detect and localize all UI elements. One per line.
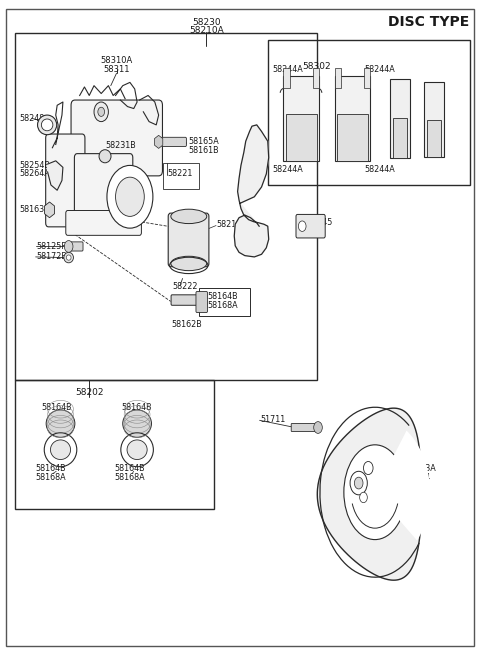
Text: 58210A: 58210A	[189, 26, 224, 35]
Circle shape	[98, 107, 105, 117]
Ellipse shape	[46, 410, 75, 438]
Bar	[15, 33, 317, 380]
FancyBboxPatch shape	[291, 424, 317, 432]
Text: 58248: 58248	[19, 114, 44, 123]
Text: 58222: 58222	[172, 282, 198, 291]
FancyBboxPatch shape	[296, 214, 325, 238]
Text: 58168A: 58168A	[115, 474, 145, 482]
Text: 58168A: 58168A	[207, 301, 238, 310]
FancyBboxPatch shape	[161, 138, 186, 147]
Text: 58311: 58311	[103, 65, 130, 74]
FancyBboxPatch shape	[46, 134, 85, 227]
Bar	[268, 40, 470, 185]
Ellipse shape	[37, 115, 57, 135]
Bar	[364, 68, 371, 88]
Text: DISC TYPE: DISC TYPE	[388, 15, 470, 29]
Text: 58254B: 58254B	[19, 161, 50, 170]
Ellipse shape	[99, 150, 111, 163]
FancyBboxPatch shape	[171, 295, 202, 305]
Bar	[283, 68, 290, 88]
Circle shape	[350, 472, 367, 495]
Text: 58310A: 58310A	[100, 56, 132, 66]
Text: 58243A: 58243A	[405, 464, 436, 472]
Bar	[15, 380, 214, 509]
Bar	[390, 79, 410, 158]
Text: 58172B: 58172B	[36, 252, 68, 261]
Polygon shape	[48, 161, 63, 190]
Text: 58168A: 58168A	[35, 474, 66, 482]
Bar	[335, 76, 371, 161]
Text: 58302: 58302	[302, 62, 331, 71]
Text: 58264A: 58264A	[19, 170, 49, 178]
Circle shape	[360, 492, 367, 502]
FancyBboxPatch shape	[66, 210, 142, 235]
Ellipse shape	[127, 440, 147, 460]
Text: 58161B: 58161B	[188, 146, 219, 155]
Text: 58163B: 58163B	[19, 206, 49, 214]
Circle shape	[64, 240, 73, 252]
Text: 58213: 58213	[216, 219, 241, 229]
FancyBboxPatch shape	[74, 154, 133, 227]
Circle shape	[314, 422, 323, 434]
Ellipse shape	[64, 252, 73, 263]
Text: 58230: 58230	[192, 18, 221, 27]
Ellipse shape	[171, 209, 207, 223]
Circle shape	[354, 477, 363, 489]
Wedge shape	[375, 430, 430, 540]
Text: 58202: 58202	[75, 388, 104, 398]
Text: 58164B: 58164B	[35, 464, 66, 473]
Bar	[283, 76, 319, 161]
Text: 58245: 58245	[307, 218, 332, 227]
Circle shape	[363, 462, 373, 475]
Bar	[424, 82, 444, 157]
Ellipse shape	[123, 410, 152, 438]
Bar	[199, 288, 250, 316]
Text: 58221: 58221	[167, 170, 192, 178]
Circle shape	[299, 221, 306, 231]
Circle shape	[94, 102, 108, 122]
FancyBboxPatch shape	[168, 213, 209, 267]
FancyBboxPatch shape	[196, 291, 207, 312]
Bar	[286, 114, 316, 161]
Text: 58164B: 58164B	[115, 464, 145, 473]
Bar	[427, 120, 441, 157]
Bar	[337, 114, 368, 161]
Text: 58231B: 58231B	[105, 141, 136, 150]
Text: 58244A: 58244A	[272, 65, 303, 74]
FancyBboxPatch shape	[71, 100, 162, 176]
Ellipse shape	[41, 119, 53, 131]
Text: 58164B: 58164B	[122, 403, 153, 412]
Text: 58165A: 58165A	[188, 138, 219, 146]
Text: 58244A: 58244A	[364, 165, 395, 174]
Ellipse shape	[66, 255, 71, 260]
Ellipse shape	[344, 445, 406, 540]
Text: 58244A: 58244A	[272, 165, 303, 174]
Ellipse shape	[50, 440, 71, 460]
FancyBboxPatch shape	[71, 242, 83, 251]
Bar	[335, 68, 341, 88]
Circle shape	[116, 177, 144, 216]
Text: 58244A: 58244A	[364, 65, 395, 74]
Polygon shape	[234, 125, 269, 257]
Bar	[163, 163, 199, 189]
Text: 58125F: 58125F	[36, 242, 66, 251]
Circle shape	[107, 166, 153, 228]
Text: 58164B: 58164B	[207, 291, 238, 301]
Text: 51711: 51711	[261, 415, 286, 424]
Bar	[313, 68, 319, 88]
Bar	[393, 119, 408, 158]
Text: 58162B: 58162B	[171, 320, 202, 329]
Polygon shape	[317, 408, 422, 580]
Ellipse shape	[171, 256, 207, 271]
Text: 58244: 58244	[405, 473, 431, 481]
Text: 58164B: 58164B	[41, 403, 72, 412]
